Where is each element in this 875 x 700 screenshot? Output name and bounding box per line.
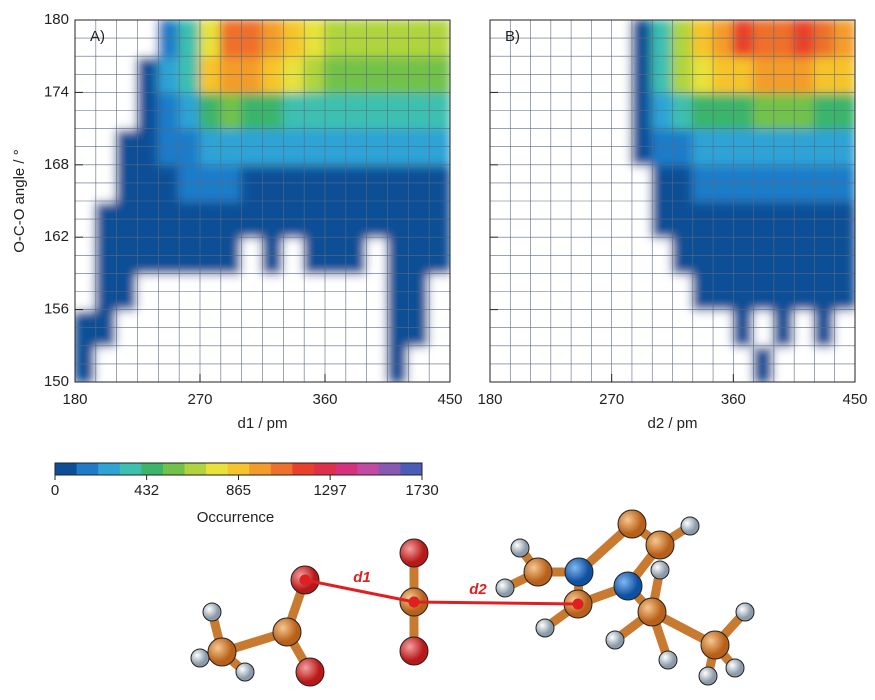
x-tick-label: 450 [437,391,462,408]
colorbar-swatch [271,463,293,475]
x-tick-label: 360 [721,391,746,408]
figure: d1 d2 180 270 360 450 150 156 162 168 174 180 A) d1… [0,0,875,695]
y-tick-label: 168 [44,156,69,173]
colorbar-swatch [120,463,142,475]
colorbar-swatch [379,463,401,475]
colorbar-swatch [292,463,314,475]
colorbar-tick-label: 0 [51,482,59,499]
colorbar-swatch [55,463,77,475]
colorbar-swatch [163,463,185,475]
colorbar-swatch [400,463,422,475]
colorbar-swatch [314,463,336,475]
colorbar-swatch [336,463,358,475]
x-tick-label: 270 [599,391,624,408]
colorbar-tick-label: 865 [226,482,251,499]
d2-label: d2 [469,581,487,598]
y-tick-label: 156 [44,301,69,318]
colorbar-swatch [185,463,207,475]
y-tick-label: 174 [44,83,69,100]
colorbar-swatch [249,463,271,475]
x-axis-label: d2 / pm [647,415,697,432]
d1-label: d1 [353,569,371,586]
y-tick-label: 162 [44,228,69,245]
colorbar-tick-label: 1297 [313,482,346,499]
colorbar-swatch [77,463,99,475]
x-tick-label: 360 [312,391,337,408]
panel-label: B) [505,28,520,45]
x-tick-label: 180 [477,391,502,408]
y-tick-label: 180 [44,11,69,28]
y-axis-label: O-C-O angle / ° [11,149,28,253]
colorbar-tick-label: 432 [134,482,159,499]
x-axis-label: d1 / pm [237,415,287,432]
molecule: d1 d2 [191,510,754,686]
colorbar-tick-label: 1730 [405,482,438,499]
panel-label: A) [90,28,105,45]
colorbar-label: Occurrence [197,509,275,526]
colorbar-swatch [141,463,163,475]
colorbar-swatch [98,463,120,475]
x-tick-label: 450 [842,391,867,408]
colorbar-swatch [357,463,379,475]
x-tick-label: 270 [187,391,212,408]
colorbar-swatch [228,463,250,475]
colorbar-swatch [206,463,228,475]
y-tick-label: 150 [44,373,69,390]
x-tick-label: 180 [62,391,87,408]
